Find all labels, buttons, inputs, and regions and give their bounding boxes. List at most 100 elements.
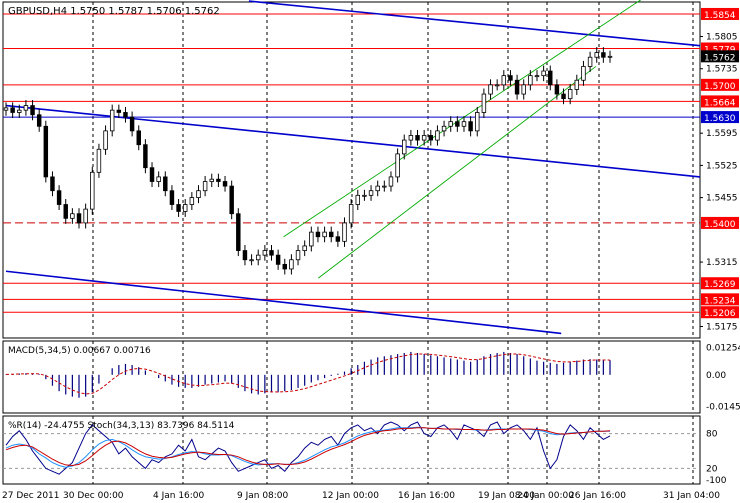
stoch-tick-label: -100: [706, 476, 727, 486]
candle-body: [103, 130, 108, 150]
candle-body: [594, 52, 599, 58]
candle-body: [202, 181, 208, 192]
level-tag: [701, 306, 739, 319]
candle-body: [275, 254, 281, 265]
candle-body: [96, 148, 102, 173]
candle-body: [448, 121, 453, 127]
candle-body: [534, 75, 540, 78]
level-tag-label: 1.5700: [704, 82, 736, 92]
level-tag-label: 1.5854: [704, 11, 736, 21]
candle-body: [36, 114, 42, 127]
macd-histogram: [5, 351, 611, 398]
candle-body: [136, 130, 141, 146]
candle-body: [156, 176, 161, 182]
candle-body: [309, 231, 314, 247]
candle-body: [189, 197, 195, 205]
candle-body: [322, 231, 327, 238]
x-tick-label: 30 Dec 00:00: [63, 491, 124, 501]
candle-body: [289, 259, 294, 270]
candle-body: [50, 176, 55, 192]
candle-body: [90, 171, 95, 210]
current-price-tag: [701, 50, 739, 63]
y-tick-label: 1.5315: [706, 258, 738, 268]
candle-body: [514, 79, 520, 95]
y-tick-label: 1.5175: [706, 322, 738, 332]
candle-body: [262, 250, 268, 256]
candle-body: [222, 181, 228, 187]
candle-body: [388, 176, 394, 187]
price-levels: [3, 13, 700, 313]
stoch-tick-label: 20: [706, 464, 718, 474]
candle-body: [587, 56, 593, 67]
candle-body: [368, 190, 374, 196]
candle-body: [116, 109, 122, 113]
level-tag: [701, 293, 739, 306]
level-tag-label: 1.5269: [704, 280, 736, 290]
candle-body: [109, 109, 115, 132]
candle-body: [295, 250, 301, 261]
level-tag-label: 1.5206: [704, 309, 736, 319]
candle-body: [76, 213, 82, 224]
candle-body: [342, 222, 347, 242]
candle-body: [408, 135, 414, 141]
trend-line: [318, 66, 597, 279]
candle-body: [302, 245, 307, 251]
candle-body: [329, 231, 334, 238]
candle-body: [348, 204, 354, 224]
candle-body: [607, 55, 613, 58]
macd-tick-label: 0.00: [706, 371, 726, 381]
candle-body: [567, 89, 573, 100]
candle-body: [282, 263, 287, 270]
candle-body: [601, 52, 606, 58]
level-tag: [701, 277, 739, 290]
level-tag-label: 1.5664: [704, 98, 736, 108]
candle-body: [196, 190, 201, 199]
candles: [3, 47, 613, 275]
candle-body: [315, 231, 321, 238]
candle-body: [554, 84, 560, 95]
macd-signal-line: [5, 353, 611, 395]
candle-body: [209, 178, 214, 182]
candle-body: [355, 194, 361, 205]
level-tag: [701, 111, 739, 124]
candle-body: [441, 125, 447, 132]
candle-body: [494, 84, 500, 87]
trend-lines: [5, 0, 701, 335]
candle-body: [581, 66, 586, 81]
candle-body: [501, 75, 507, 86]
x-tick-label: 19 Jan 08:00: [478, 491, 535, 501]
candle-body: [528, 75, 533, 86]
candle-body: [382, 185, 387, 188]
candle-body: [17, 109, 22, 113]
x-tick-label: 4 Jan 16:00: [153, 491, 205, 501]
current-price-label: 1.5762: [704, 53, 736, 63]
candle-body: [402, 139, 407, 155]
trend-line: [283, 0, 642, 238]
candle-body: [169, 190, 175, 205]
candle-body: [229, 185, 234, 215]
x-tick-label: 26 Jan 16:00: [569, 491, 626, 501]
candle-body: [242, 250, 248, 261]
level-tags: 1.58541.57791.57001.56641.56301.54001.52…: [701, 7, 739, 319]
y-tick-label: 1.5735: [706, 65, 738, 75]
candle-body: [541, 70, 546, 77]
candle-body: [561, 93, 566, 100]
x-tick-label: 12 Jan 00:00: [322, 491, 379, 501]
stoch-title: %R(14) -24.4755 Stoch(34,3,13) 83.7396 8…: [8, 421, 235, 431]
level-tag: [701, 78, 739, 91]
x-tick-label: 9 Jan 08:00: [237, 491, 289, 501]
candle-body: [461, 121, 467, 127]
y-tick-label: 1.5595: [706, 129, 738, 139]
stoch-axis: 80 20 -100: [706, 430, 727, 486]
x-tick-label: 31 Jan 04:00: [663, 491, 720, 501]
x-tick-label: 16 Jan 16:00: [398, 491, 455, 501]
level-tag: [701, 95, 739, 108]
stoch-tick-label: 80: [706, 430, 718, 440]
candle-body: [395, 153, 400, 178]
candle-body: [421, 135, 427, 141]
macd-tick-label: -0.01450: [706, 402, 740, 412]
candle-body: [149, 167, 155, 182]
level-tag-label: 1.5400: [704, 220, 736, 230]
candle-body: [521, 84, 526, 95]
